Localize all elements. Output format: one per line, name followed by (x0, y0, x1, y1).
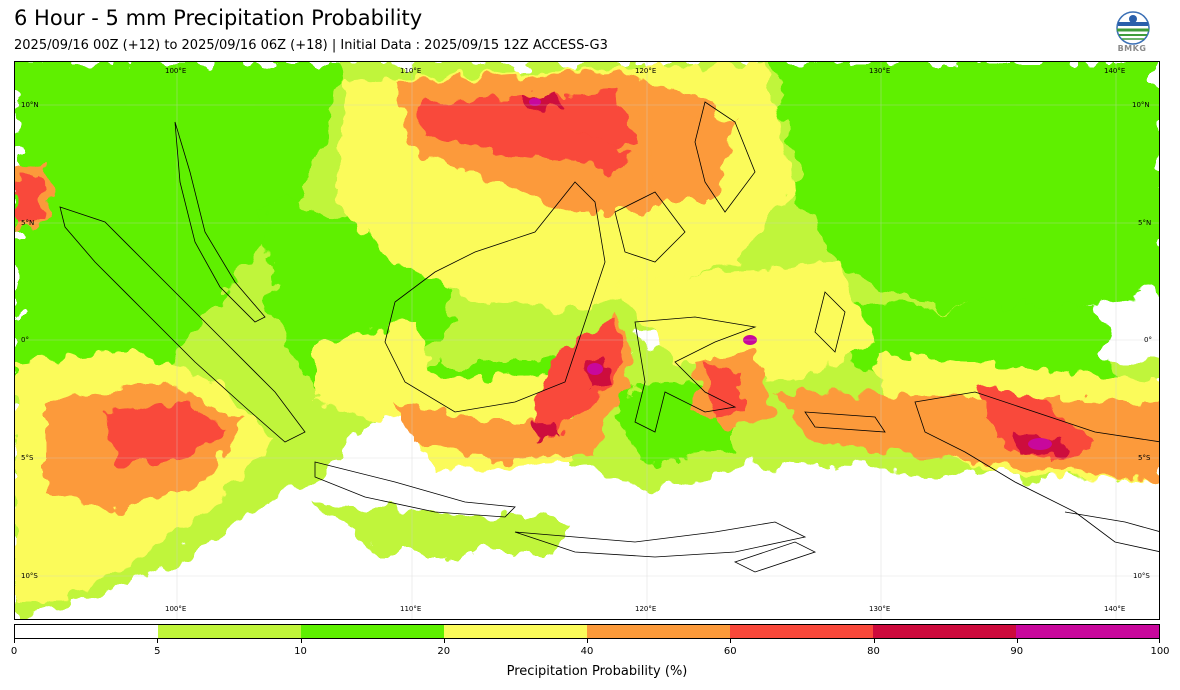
logo-text: BMKG (1117, 44, 1147, 53)
colorbar-tick (1159, 639, 1160, 643)
colorbar-tick-label: 10 (294, 646, 307, 657)
lon-label-bottom: 130°E (869, 605, 891, 613)
bmkg-logo-icon (1116, 11, 1150, 45)
colorbar-segment (730, 625, 873, 638)
lon-label-bottom: 110°E (400, 605, 422, 613)
colorbar-tick (587, 639, 588, 643)
lat-label-right: 10°N (1132, 101, 1150, 109)
colorbar-tick-label: 0 (10, 646, 18, 657)
precipitation-map (15, 62, 1159, 619)
colorbar-segment (873, 625, 1016, 638)
colorbar-tick (157, 639, 159, 643)
lon-label-bottom: 120°E (635, 605, 657, 613)
lat-label-right: 0° (1144, 336, 1152, 344)
lon-label-bottom: 140°E (1104, 605, 1126, 613)
colorbar-tick (443, 639, 445, 643)
colorbar-tick-label: 90 (1010, 646, 1024, 657)
coastlines (59, 101, 1159, 573)
colorbar-title: Precipitation Probability (%) (506, 664, 688, 679)
lon-label-top: 100°E (165, 67, 187, 75)
colorbar-tick-label: 80 (867, 646, 880, 657)
lat-label-right: 10°S (1133, 572, 1150, 580)
lon-label-top: 140°E (1104, 67, 1126, 75)
lat-label-left: 10°N (21, 101, 39, 109)
colorbar-segment (1016, 625, 1159, 638)
colorbar-tick (14, 639, 15, 643)
colorbar-tick (300, 639, 302, 643)
colorbar-tick-label: 100 (1150, 646, 1170, 657)
chart-subtitle: 2025/09/16 00Z (+12) to 2025/09/16 06Z (… (14, 38, 608, 53)
colorbar (14, 624, 1160, 639)
colorbar-segment (444, 625, 587, 638)
colorbar-tick-label: 5 (154, 646, 161, 657)
colorbar-tick (873, 639, 875, 643)
colorbar-segment (15, 625, 158, 638)
lon-label-top: 110°E (400, 67, 422, 75)
colorbar-tick-label: 60 (723, 646, 737, 657)
colorbar-tick-label: 40 (580, 646, 594, 657)
lon-label-top: 120°E (635, 67, 657, 75)
colorbar-segment (158, 625, 301, 638)
colorbar-tick-label: 20 (437, 646, 451, 657)
lat-label-left: 0° (21, 336, 29, 344)
map-panel: 100°E 110°E 120°E 130°E 140°E 100°E 110°… (14, 61, 1160, 620)
lat-label-right: 5°N (1138, 219, 1152, 227)
colorbar-tick (1016, 639, 1018, 643)
colorbar-segment (301, 625, 444, 638)
lat-label-left: 10°S (21, 572, 38, 580)
lat-label-left: 5°N (21, 219, 35, 227)
colorbar-tick (730, 639, 732, 643)
lon-label-top: 130°E (869, 67, 891, 75)
prob-90-100-layer (529, 98, 1052, 450)
chart-title: 6 Hour - 5 mm Precipitation Probability (14, 6, 423, 30)
lat-label-left: 5°S (21, 454, 34, 462)
lat-label-right: 5°S (1138, 454, 1151, 462)
lon-label-bottom: 100°E (165, 605, 187, 613)
colorbar-segment (587, 625, 730, 638)
map-gridlines (15, 62, 1159, 619)
